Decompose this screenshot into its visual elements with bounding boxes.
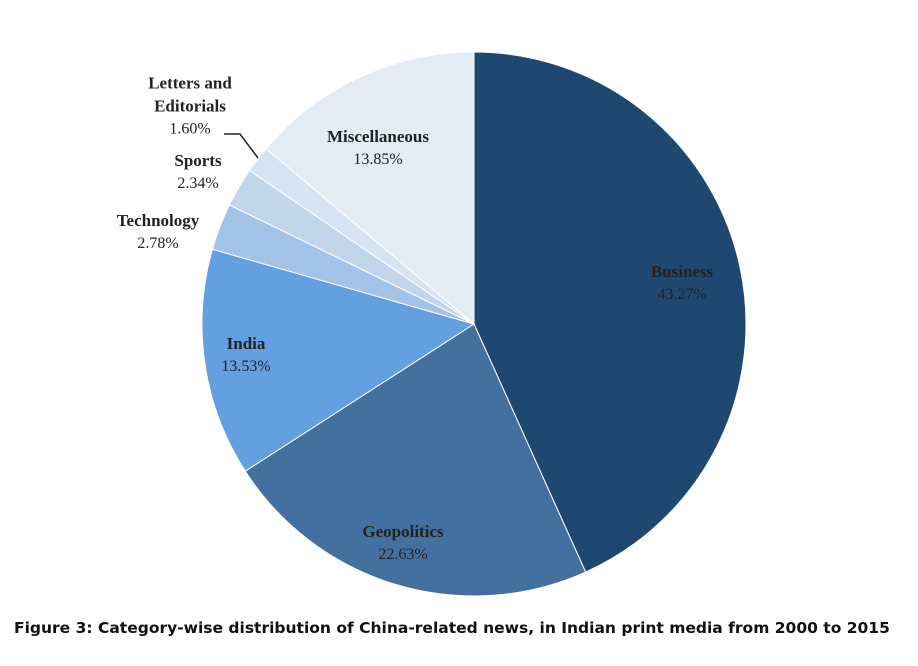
category-label: India: [226, 334, 266, 353]
slice-label: Miscellaneous 13.85%: [327, 125, 429, 171]
slice: [244, 323, 587, 597]
value-label: 2.34%: [177, 175, 219, 192]
slice-label: India 13.53%: [221, 332, 270, 378]
category-label: Business: [650, 262, 714, 281]
value-label: 2.78%: [137, 235, 179, 252]
slice-label: Technology 2.78%: [117, 209, 200, 255]
value-label: 13.53%: [221, 358, 271, 375]
slice-label: Geopolitics 22.63%: [362, 520, 443, 566]
value-label: 13.85%: [353, 151, 403, 168]
category-label: Miscellaneous: [327, 127, 429, 146]
leader-line: [224, 133, 259, 159]
category-label: Technology: [116, 211, 200, 230]
slice-label: Sports 2.34%: [174, 149, 221, 195]
slice-label: Letters and Editorials 1.60%: [135, 72, 245, 141]
value-label: 22.63%: [378, 546, 428, 563]
value-label: 43.27%: [657, 286, 707, 303]
slice: [473, 51, 747, 573]
category-label: Geopolitics: [362, 522, 444, 541]
chart-title: Figure 3: Category-wise distribution of …: [14, 619, 890, 637]
slice: [265, 51, 475, 326]
slice-label: Business 43.27%: [651, 260, 713, 306]
category-label: Letters and Editorials: [148, 73, 232, 116]
value-label: 1.60%: [169, 120, 211, 138]
category-label: Sports: [174, 151, 222, 170]
